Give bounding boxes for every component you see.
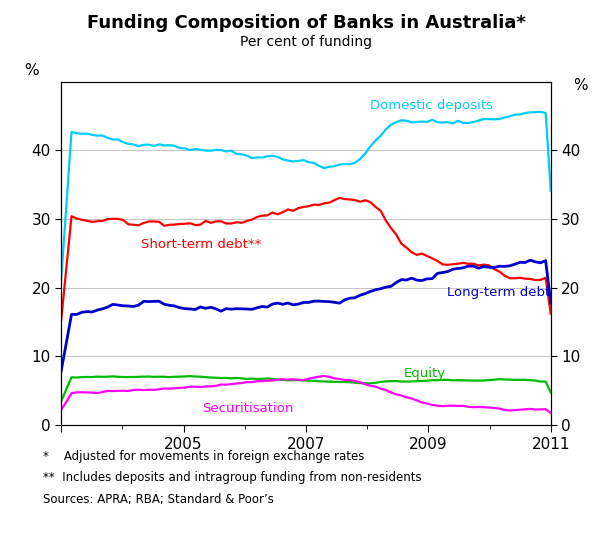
Text: Equity: Equity [404, 367, 446, 380]
Text: *    Adjusted for movements in foreign exchange rates: * Adjusted for movements in foreign exch… [43, 450, 364, 463]
Text: Domestic deposits: Domestic deposits [370, 99, 493, 112]
Y-axis label: %: % [573, 78, 588, 93]
Text: Per cent of funding: Per cent of funding [240, 35, 372, 50]
Y-axis label: %: % [24, 63, 39, 78]
Text: Long-term debt: Long-term debt [447, 286, 550, 299]
Text: Funding Composition of Banks in Australia*: Funding Composition of Banks in Australi… [86, 14, 526, 32]
Text: Sources: APRA; RBA; Standard & Poor’s: Sources: APRA; RBA; Standard & Poor’s [43, 493, 274, 506]
Text: Securitisation: Securitisation [202, 402, 293, 415]
Text: **  Includes deposits and intragroup funding from non-residents: ** Includes deposits and intragroup fund… [43, 471, 422, 485]
Text: Short-term debt**: Short-term debt** [141, 238, 261, 251]
